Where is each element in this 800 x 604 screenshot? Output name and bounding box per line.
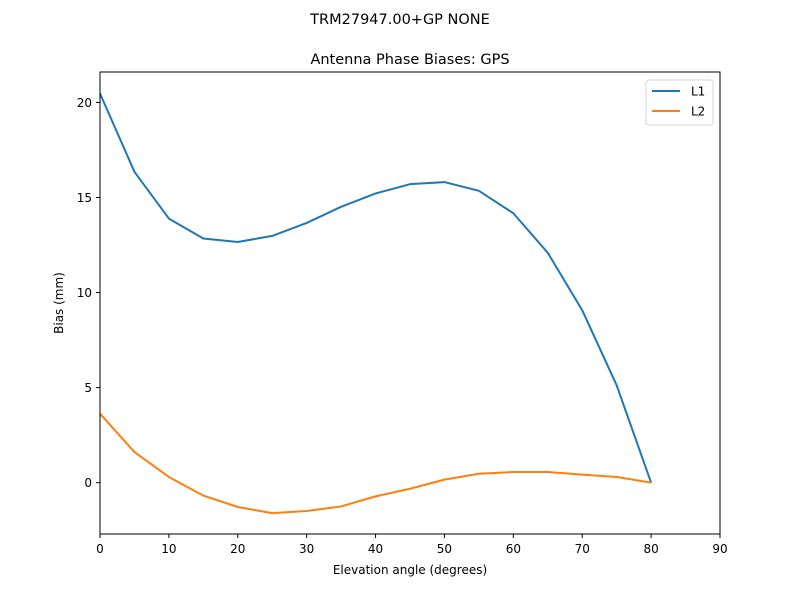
legend: L1 L2 [645,79,714,126]
x-axis-ticks: 0 10 20 30 40 50 60 70 80 90 [96,534,728,556]
series-line-l2 [99,412,652,515]
y-axis-ticks: 0 5 10 15 20 [77,96,100,490]
x-tick-label: 0 [96,542,104,556]
legend-label-l2: L2 [691,105,705,119]
y-tick-label: 20 [77,96,92,110]
chart-title: Antenna Phase Biases: GPS [310,52,509,68]
y-tick-label: 15 [77,191,92,205]
y-tick-label: 5 [84,381,92,395]
y-axis-label: Bias (mm) [52,272,66,334]
figure-suptitle: TRM27947.00+GP NONE [309,12,490,28]
x-tick-label: 40 [368,542,383,556]
x-tick-label: 10 [161,542,176,556]
x-tick-label: 30 [299,542,314,556]
plot-lines [99,93,653,515]
y-tick-label: 10 [77,286,92,300]
x-tick-label: 90 [712,542,727,556]
legend-label-l1: L1 [691,85,705,99]
series-line-l1 [99,93,653,484]
x-tick-label: 50 [437,542,452,556]
x-tick-label: 70 [575,542,590,556]
x-tick-label: 20 [230,542,245,556]
x-axis-label: Elevation angle (degrees) [333,563,487,577]
axes-frame [99,71,721,535]
x-tick-label: 60 [506,542,521,556]
x-tick-label: 80 [643,542,658,556]
y-tick-label: 0 [84,476,92,490]
